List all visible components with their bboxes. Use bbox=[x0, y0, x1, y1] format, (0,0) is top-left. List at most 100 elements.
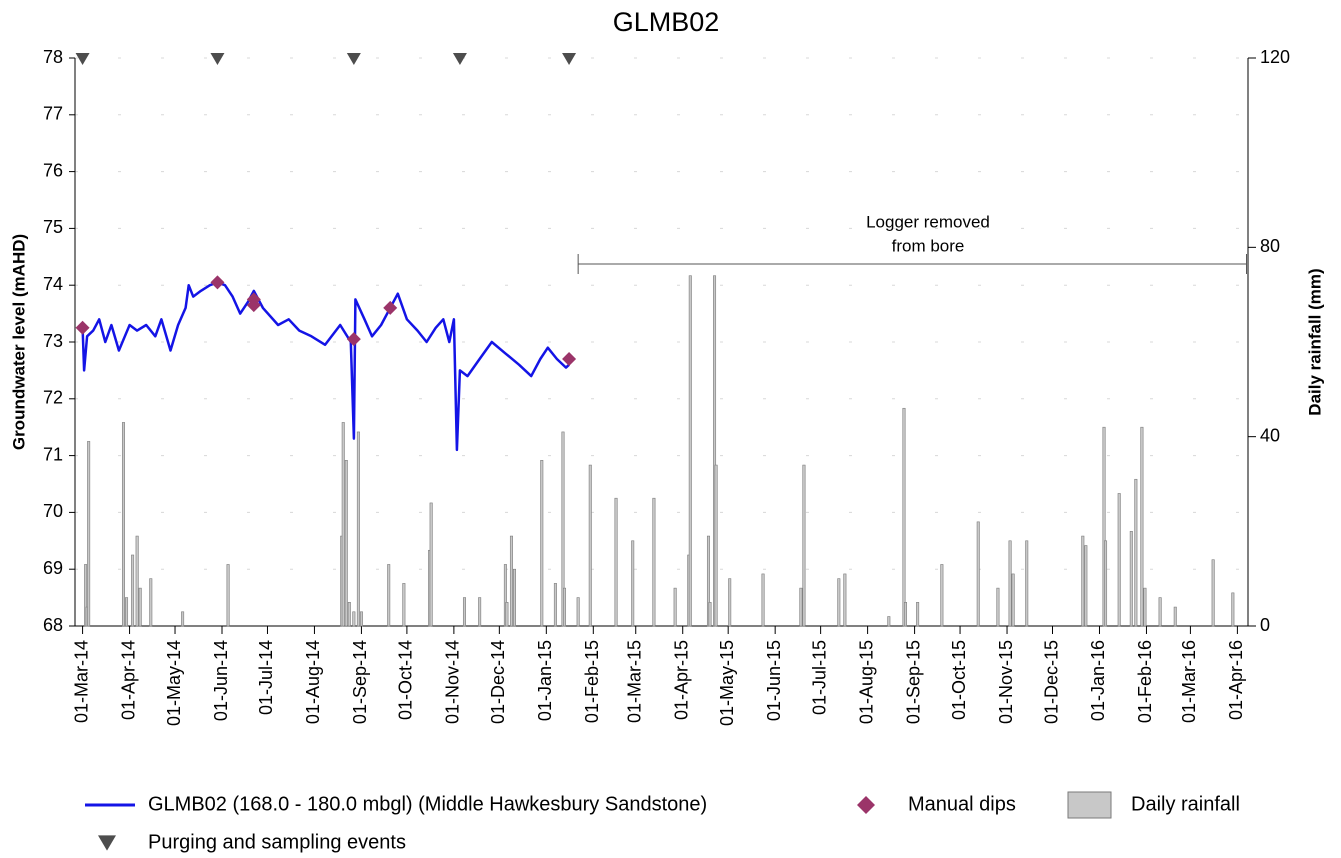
rain-bar bbox=[1008, 540, 1012, 627]
x-tick-label: 01-Jun-15 bbox=[764, 640, 784, 721]
rain-bar bbox=[462, 597, 466, 627]
legend-swatch bbox=[1067, 791, 1112, 819]
rain-bar bbox=[652, 497, 656, 627]
rain-bar bbox=[728, 578, 732, 627]
x-tick-label: 01-Jan-16 bbox=[1088, 640, 1108, 721]
x-tick-label: 01-Dec-15 bbox=[1041, 640, 1061, 724]
rain-bar bbox=[714, 464, 718, 627]
rain-bar bbox=[347, 602, 351, 627]
chart-title: GLMB02 bbox=[613, 7, 720, 37]
rain-bar bbox=[356, 431, 360, 627]
x-tick-label: 01-Feb-15 bbox=[582, 640, 602, 723]
rain-bar bbox=[1134, 478, 1138, 627]
rain-bar bbox=[761, 573, 765, 627]
rain-bar bbox=[87, 441, 91, 627]
x-tick-label: 01-Mar-15 bbox=[624, 640, 644, 723]
y-tick-label: 76 bbox=[43, 160, 63, 180]
y2-tick-label: 80 bbox=[1260, 236, 1280, 256]
rain-bar bbox=[1129, 531, 1133, 627]
rain-bar bbox=[688, 275, 692, 627]
purge-event bbox=[452, 53, 467, 65]
rain-bar bbox=[976, 521, 980, 627]
rain-bar bbox=[1102, 426, 1106, 627]
x-tick-label: 01-Dec-14 bbox=[488, 640, 508, 724]
annotation-text: Logger removed bbox=[866, 212, 990, 231]
purge-event bbox=[75, 53, 90, 65]
rain-bar bbox=[125, 597, 129, 627]
rain-bar bbox=[135, 535, 139, 627]
rain-bar bbox=[887, 616, 891, 627]
rain-bar bbox=[1081, 535, 1085, 627]
x-tick-label: 01-Jun-14 bbox=[211, 640, 231, 721]
x-tick-label: 01-Sep-15 bbox=[903, 640, 923, 724]
rain-bar bbox=[903, 602, 907, 627]
rain-bar bbox=[478, 597, 482, 627]
rain-bar bbox=[614, 497, 618, 627]
y2-tick-label: 0 bbox=[1260, 615, 1270, 635]
rain-bar bbox=[503, 564, 507, 627]
x-tick-label: 01-May-15 bbox=[717, 640, 737, 726]
purge-event bbox=[210, 53, 225, 65]
rain-bar bbox=[631, 540, 635, 627]
rain-bar bbox=[121, 422, 125, 627]
rain-bar bbox=[84, 564, 88, 627]
rain-bar bbox=[1025, 540, 1029, 627]
y-tick-label: 71 bbox=[43, 444, 63, 464]
rain-bar bbox=[512, 568, 516, 627]
legend-diamond bbox=[857, 796, 875, 814]
rain-bar bbox=[226, 564, 230, 627]
manual-dip bbox=[346, 332, 361, 347]
rain-bar bbox=[713, 275, 717, 627]
rain-bar bbox=[540, 460, 544, 627]
y-tick-label: 69 bbox=[43, 558, 63, 578]
x-tick-label: 01-Aug-15 bbox=[856, 640, 876, 724]
rain-bar bbox=[588, 464, 592, 627]
rain-bar bbox=[996, 587, 1000, 627]
rain-bar bbox=[149, 578, 153, 627]
manual-dip bbox=[246, 298, 261, 313]
rain-bar bbox=[843, 573, 847, 627]
legend-label: Purging and sampling events bbox=[148, 831, 406, 853]
x-tick-label: 01-Aug-14 bbox=[303, 640, 323, 724]
rain-bar bbox=[138, 587, 142, 627]
x-tick-label: 01-Jul-14 bbox=[256, 640, 276, 715]
y-tick-label: 77 bbox=[43, 104, 63, 124]
rain-bar bbox=[352, 611, 356, 627]
rain-bar bbox=[902, 407, 906, 627]
legend-label: Manual dips bbox=[908, 793, 1016, 815]
y-tick-label: 68 bbox=[43, 615, 63, 635]
x-tick-label: 01-Mar-16 bbox=[1179, 640, 1199, 723]
rain-bar bbox=[1143, 587, 1147, 627]
rain-bar bbox=[708, 602, 712, 627]
y-tick-label: 75 bbox=[43, 217, 63, 237]
rain-bar bbox=[561, 431, 565, 627]
manual-dip bbox=[210, 275, 225, 290]
x-tick-label: 01-Oct-14 bbox=[396, 640, 416, 720]
y-tick-label: 72 bbox=[43, 388, 63, 408]
y2-axis-label: Daily rainfall (mm) bbox=[1305, 268, 1324, 415]
annotation-text: from bore bbox=[892, 236, 965, 255]
x-tick-label: 01-Feb-16 bbox=[1135, 640, 1155, 723]
rain-bar bbox=[131, 554, 135, 627]
x-tick-label: 01-Apr-15 bbox=[671, 640, 691, 720]
rain-bar bbox=[916, 602, 920, 627]
rain-bar bbox=[181, 611, 185, 627]
x-tick-label: 01-Sep-14 bbox=[350, 640, 370, 724]
legend-label: Daily rainfall bbox=[1131, 793, 1240, 815]
rain-bar bbox=[563, 587, 567, 627]
rain-bar bbox=[505, 602, 509, 627]
y-tick-label: 78 bbox=[43, 47, 63, 67]
rain-bar bbox=[402, 583, 406, 627]
y-axis-label: Groundwater level (mAHD) bbox=[9, 234, 28, 450]
legend-triangle bbox=[98, 835, 116, 851]
legend-label: GLMB02 (168.0 - 180.0 mbgl) (Middle Hawk… bbox=[148, 793, 707, 815]
rain-bar bbox=[1211, 559, 1215, 627]
rain-bar bbox=[429, 502, 433, 627]
rain-bar bbox=[706, 535, 710, 627]
y2-tick-label: 40 bbox=[1260, 425, 1280, 445]
rain-bar bbox=[1158, 597, 1162, 627]
rain-bar bbox=[509, 535, 513, 627]
rain-bar bbox=[553, 583, 557, 627]
x-tick-label: 01-Mar-14 bbox=[71, 640, 91, 723]
